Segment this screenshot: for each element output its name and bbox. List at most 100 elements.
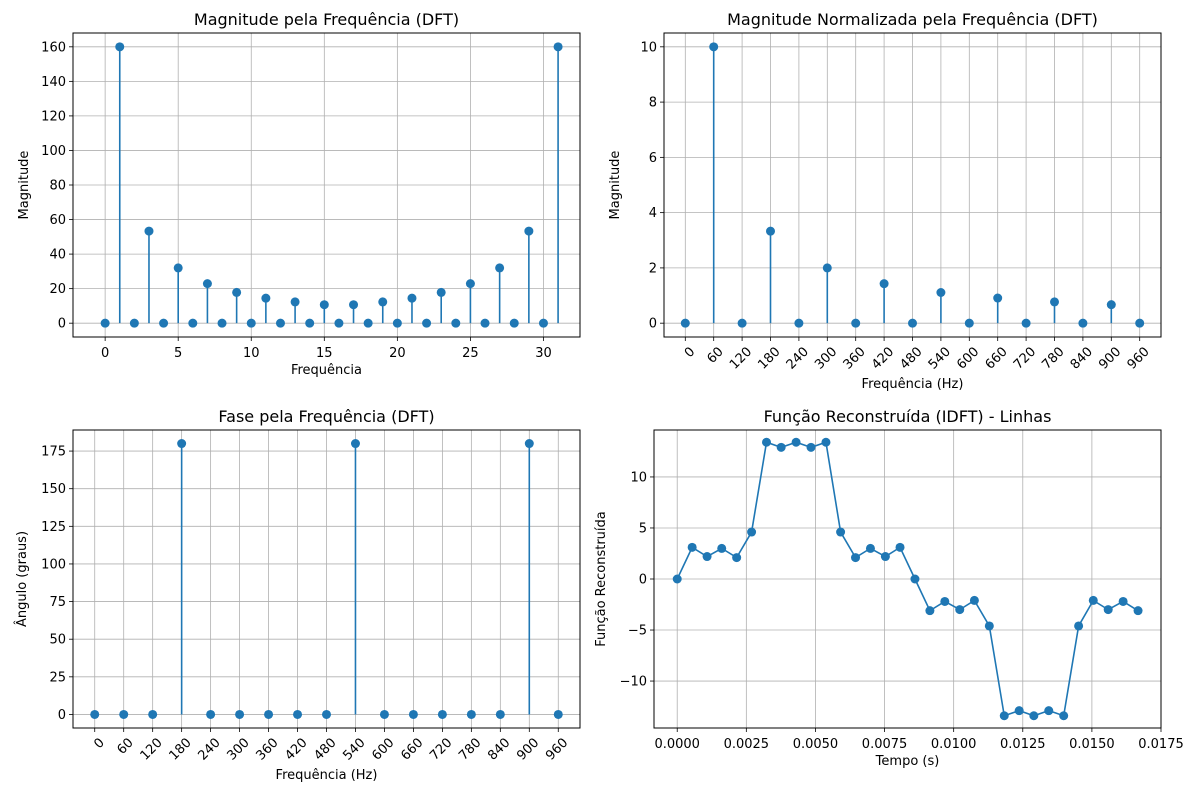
stem-marker [363, 318, 373, 328]
y-tick-label: 100 [41, 557, 66, 572]
data-point [806, 442, 816, 452]
x-tick-label: 5 [174, 346, 182, 361]
data-point [940, 596, 950, 606]
data-point [910, 574, 920, 584]
stem-marker [1106, 300, 1116, 310]
stem-marker [709, 42, 719, 52]
stem-marker [451, 318, 461, 328]
stem-marker [232, 287, 242, 297]
x-tick-label: 15 [316, 346, 333, 361]
data-point [1118, 596, 1128, 606]
data-point [1074, 621, 1084, 631]
stem-marker [466, 709, 476, 719]
stem-marker [379, 709, 389, 719]
stem-marker [334, 318, 344, 328]
stem-marker [235, 709, 245, 719]
data-point [925, 606, 935, 616]
plot-frame [72, 429, 581, 729]
data-point [1133, 606, 1143, 616]
stem-marker [908, 318, 917, 328]
stem-marker [206, 709, 216, 719]
y-tick-label: 40 [49, 248, 66, 263]
stem-marker [436, 287, 446, 297]
stem-marker [1135, 318, 1145, 328]
data-point [672, 574, 682, 584]
data-point [984, 621, 994, 631]
stem-marker [115, 42, 125, 52]
stem-marker [119, 709, 129, 719]
stem-marker [159, 318, 169, 328]
data-point [1059, 711, 1069, 721]
x-axis-label: Tempo (s) [875, 754, 940, 769]
y-tick-label: 100 [41, 144, 66, 159]
stem-marker [1078, 318, 1088, 328]
stem-marker [305, 318, 315, 328]
y-tick-label: 0 [58, 317, 66, 332]
x-tick-label: 0.0075 [862, 737, 908, 752]
stem-marker [202, 279, 212, 289]
y-tick-label: 175 [41, 445, 66, 460]
data-point [776, 442, 786, 452]
x-axis-label: Frequência [291, 363, 362, 378]
y-tick-label: −10 [620, 675, 647, 690]
stem-marker [177, 439, 187, 449]
x-tick-label: 0 [101, 346, 109, 361]
y-tick-label: 0 [639, 573, 647, 588]
y-tick-label: 80 [49, 179, 66, 194]
y-tick-label: 25 [49, 670, 66, 685]
stem-marker [173, 263, 183, 273]
stem-marker [322, 709, 331, 719]
plot-frame [663, 32, 1162, 338]
stem-marker [188, 318, 198, 328]
stem-marker [246, 318, 256, 328]
data-point [1103, 605, 1113, 615]
y-axis-label: Magnitude [608, 151, 623, 220]
stem-marker [408, 709, 418, 719]
data-point [969, 595, 979, 605]
stem-marker [1050, 297, 1059, 307]
y-tick-label: 0 [58, 708, 66, 723]
x-axis-label: Frequência (Hz) [862, 377, 964, 392]
stem-marker [392, 318, 402, 328]
y-tick-label: 2 [649, 261, 657, 276]
chart-magnitude: Magnitude pela Frequência (DFT) Frequênc… [17, 10, 581, 378]
stem-marker [680, 318, 690, 328]
data-point [865, 543, 875, 553]
x-tick-label: 0.0050 [793, 737, 839, 752]
stem-marker [100, 318, 110, 328]
y-tick-label: 10 [640, 40, 657, 55]
x-axis-label: Frequência (Hz) [276, 768, 378, 783]
x-tick-label: 20 [389, 346, 406, 361]
stem-marker [275, 318, 285, 328]
y-tick-label: 140 [41, 75, 66, 90]
y-tick-label: 6 [649, 151, 657, 166]
stem-marker [553, 42, 563, 52]
x-tick-label: 0.0175 [1138, 737, 1184, 752]
data-point [821, 437, 831, 447]
data-point [1088, 595, 1098, 605]
stem-marker [90, 709, 100, 719]
plot-frame [72, 32, 581, 338]
y-tick-label: 160 [41, 40, 66, 55]
x-tick-label: 0.0100 [931, 737, 977, 752]
stem-marker [964, 318, 974, 328]
x-tick-label: 10 [243, 346, 260, 361]
data-point [687, 542, 697, 552]
y-tick-label: −5 [628, 624, 647, 639]
x-tick-label: 0.0000 [654, 737, 700, 752]
plot-frame [653, 429, 1162, 729]
data-point [732, 553, 742, 563]
stem-marker [936, 288, 946, 298]
stem-marker [129, 318, 139, 328]
y-tick-label: 8 [649, 96, 657, 111]
y-axis-label: Ângulo (graus) [14, 531, 30, 627]
y-tick-label: 75 [49, 595, 66, 610]
data-point [747, 527, 757, 537]
x-tick-label: 25 [462, 346, 479, 361]
data-point [702, 552, 712, 562]
stem-marker [217, 318, 227, 328]
data-point [851, 553, 861, 563]
stem-marker [495, 263, 505, 273]
y-tick-label: 50 [49, 633, 66, 648]
